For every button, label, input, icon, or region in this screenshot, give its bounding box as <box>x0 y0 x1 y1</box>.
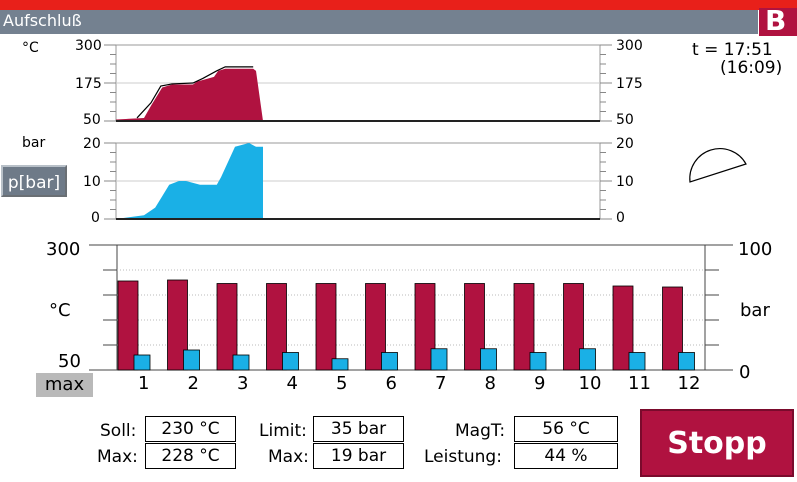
magt-value: 56 °C <box>514 416 618 442</box>
vessel-pressure-bar-11 <box>628 352 646 371</box>
pressure-tick-20-right: 20 <box>616 136 634 152</box>
vessel-temp-tick-min: 50 <box>58 351 81 372</box>
vessel-label-11: 11 <box>628 373 651 394</box>
vessel-label-7: 7 <box>435 373 447 394</box>
vessel-pressure-bar-10 <box>579 348 596 371</box>
temp-chart-area <box>116 68 263 121</box>
vessel-label-3: 3 <box>237 373 249 394</box>
vessel-temp-bar-9 <box>513 283 535 371</box>
vessel-temp-bar-6 <box>365 283 386 371</box>
vessel-temp-bar-1 <box>117 280 139 371</box>
temp-tick-50-right: 50 <box>616 112 634 128</box>
vessel-temp-bar-8 <box>464 283 485 371</box>
leistung-value: 44 % <box>514 443 618 469</box>
vessel-pressure-unit: bar <box>740 300 770 321</box>
vessel-temp-bar-11 <box>612 285 634 371</box>
vessel-pressure-bar-6 <box>381 352 398 371</box>
magt-label: MagT: <box>455 421 506 441</box>
vessel-pressure-bar-12 <box>678 352 695 371</box>
stopp-button[interactable]: Stopp <box>640 409 794 477</box>
temp-chart-setpoint-line <box>136 66 254 119</box>
vessel-pressure-bar-5 <box>331 358 349 371</box>
vessel-pressure-bar-3 <box>232 354 250 371</box>
vessel-temp-bar-4 <box>266 283 287 371</box>
vessel-label-5: 5 <box>336 373 348 394</box>
vessel-label-6: 6 <box>385 373 397 394</box>
pressure-tick-10-left: 10 <box>83 174 101 190</box>
logo-letter: B <box>765 4 787 37</box>
vessel-label-10: 10 <box>578 373 602 394</box>
temp-tick-50-left: 50 <box>83 112 101 128</box>
vessel-label-2: 2 <box>187 373 199 394</box>
temp-tick-175-left: 175 <box>75 76 102 92</box>
vessel-temp-bar-12 <box>662 286 683 371</box>
pressure-tick-0-right: 0 <box>616 210 625 226</box>
vessel-label-12: 12 <box>677 373 701 394</box>
vessel-pressure-tick-min: 0 <box>739 362 751 383</box>
pressure-tick-20-left: 20 <box>83 136 101 152</box>
soll-label: Soll: <box>100 421 137 441</box>
soll-value: 230 °C <box>145 416 236 442</box>
leistung-label: Leistung: <box>424 447 502 467</box>
vessel-temp-bar-5 <box>315 283 337 371</box>
vessel-temp-bar-3 <box>216 283 238 371</box>
max-pressure-label: Max: <box>268 447 309 467</box>
max-temp-value: 228 °C <box>145 443 236 469</box>
current-time: t = 17:51 <box>692 40 773 60</box>
vessel-pressure-bar-9 <box>529 352 547 371</box>
temp-tick-175-right: 175 <box>616 76 643 92</box>
window-title: Aufschluß <box>3 11 82 30</box>
pressure-chart-unit: bar <box>22 135 46 151</box>
vessel-label-8: 8 <box>484 373 496 394</box>
pressure-chart-area <box>116 143 263 219</box>
max-temp-label: Max: <box>97 447 138 467</box>
temp-chart-unit: °C <box>22 40 39 56</box>
title-bar <box>0 10 758 34</box>
vessel-label-4: 4 <box>286 373 298 394</box>
elapsed-time: (16:09) <box>720 58 783 78</box>
vessel-temp-bar-2 <box>167 279 188 371</box>
vessel-temp-bar-7 <box>414 283 436 371</box>
brand-logo: B <box>759 4 797 37</box>
vessel-pressure-bar-8 <box>480 348 497 371</box>
vessel-label-9: 9 <box>534 373 546 394</box>
vessel-chart-frame <box>116 244 706 371</box>
pressure-tick-10-right: 10 <box>616 174 634 190</box>
vessel-pressure-bar-2 <box>183 349 200 371</box>
vessel-pressure-bar-1 <box>133 354 151 371</box>
temp-tick-300-right: 300 <box>616 38 643 54</box>
vessel-temp-unit: °C <box>49 300 71 321</box>
vessel-temp-tick-max: 300 <box>46 239 81 260</box>
gauge-icon <box>689 148 747 183</box>
vessel-pressure-bar-4 <box>282 352 299 371</box>
alert-bar <box>0 0 797 10</box>
temp-tick-300-left: 300 <box>75 38 102 54</box>
limit-label: Limit: <box>259 421 307 441</box>
vessel-pressure-tick-max: 100 <box>738 239 773 260</box>
limit-value: 35 bar <box>313 416 404 442</box>
vessel-temp-bar-10 <box>563 283 584 371</box>
vessel-pressure-bar-7 <box>430 348 448 371</box>
vessel-label-1: 1 <box>138 373 150 394</box>
max-pressure-value: 19 bar <box>313 443 404 469</box>
max-toggle[interactable]: max <box>36 373 93 397</box>
pressure-toggle-button[interactable]: p[bar] <box>1 165 67 197</box>
pressure-tick-0-left: 0 <box>91 210 100 226</box>
